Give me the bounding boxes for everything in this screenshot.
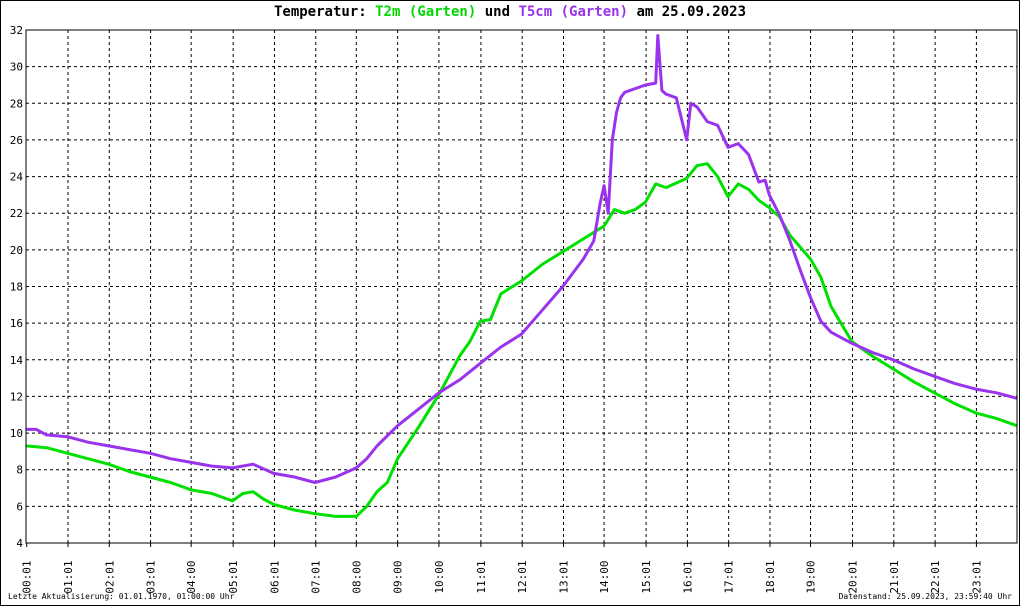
title-series-t5cm: T5cm (Garten) (518, 4, 629, 20)
x-tick-label: 09:00 (392, 560, 405, 593)
title-prefix: Temperatur: (273, 4, 376, 20)
x-tick-label: 00:01 (21, 560, 34, 593)
data-series (25, 34, 1018, 518)
x-tick-label: 11:01 (475, 560, 488, 593)
title-series-t2m: T2m (Garten) (375, 4, 477, 20)
x-tick-label: 18:01 (764, 560, 777, 593)
y-tick-label: 26 (10, 134, 23, 147)
title-joiner: und (476, 4, 519, 20)
series-line-t2m (25, 162, 1018, 518)
y-tick-label: 6 (16, 500, 23, 513)
y-axis-tick-labels: 4 6 8 10 12 14 16 18 20 22 24 26 28 30 32 (10, 24, 24, 550)
x-tick-label: 04:00 (185, 560, 198, 593)
x-tick-label: 14:00 (598, 560, 611, 593)
title-date: am 25.09.2023 (628, 4, 747, 20)
y-tick-label: 14 (10, 354, 24, 367)
y-tick-label: 30 (10, 61, 23, 74)
x-tick-label: 17:01 (723, 560, 736, 593)
grid-lines (26, 30, 1017, 543)
x-tick-label: 23:01 (970, 560, 983, 593)
x-tick-label: 21:01 (888, 560, 901, 593)
y-tick-label: 10 (10, 427, 23, 440)
x-tick-label: 13:01 (557, 560, 570, 593)
x-tick-label: 06:01 (268, 560, 281, 593)
footer-data-status: Datenstand: 25.09.2023, 23:59:40 Uhr (838, 592, 1012, 601)
x-tick-label: 07:01 (310, 560, 323, 593)
x-tick-label: 03:01 (145, 560, 158, 593)
y-tick-label: 20 (10, 244, 23, 257)
x-tick-label: 19:00 (805, 560, 818, 593)
footer-last-update: Letzte Aktualisierung: 01.01.1970, 01:00… (8, 592, 235, 601)
chart-title: Temperatur: T2m (Garten) und T5cm (Garte… (0, 4, 1020, 20)
plot-area-border (25, 29, 1018, 544)
y-tick-label: 32 (10, 24, 23, 37)
y-tick-label: 28 (10, 97, 23, 110)
x-tick-label: 01:01 (62, 560, 75, 593)
y-tick-label: 22 (10, 207, 23, 220)
x-tick-label: 15:01 (640, 560, 653, 593)
x-axis-tick-labels: 00:01 01:01 02:01 03:01 04:00 05:01 06:01 07:01… (21, 543, 983, 594)
y-tick-label: 4 (16, 537, 23, 550)
x-tick-label: 05:01 (227, 560, 240, 593)
x-tick-label: 08:00 (350, 560, 363, 593)
x-tick-label: 20:01 (847, 560, 860, 593)
x-tick-label: 02:01 (103, 560, 116, 593)
x-tick-label: 12:01 (516, 560, 529, 593)
series-line-t5cm (26, 34, 1018, 484)
y-tick-label: 8 (16, 464, 23, 477)
x-tick-label: 22:01 (929, 560, 942, 593)
x-tick-label: 10:00 (433, 560, 446, 593)
y-tick-label: 24 (10, 171, 24, 184)
x-tick-label: 16:01 (681, 560, 694, 593)
y-tick-label: 12 (10, 390, 23, 403)
y-tick-label: 18 (10, 281, 23, 294)
y-tick-label: 16 (10, 317, 23, 330)
